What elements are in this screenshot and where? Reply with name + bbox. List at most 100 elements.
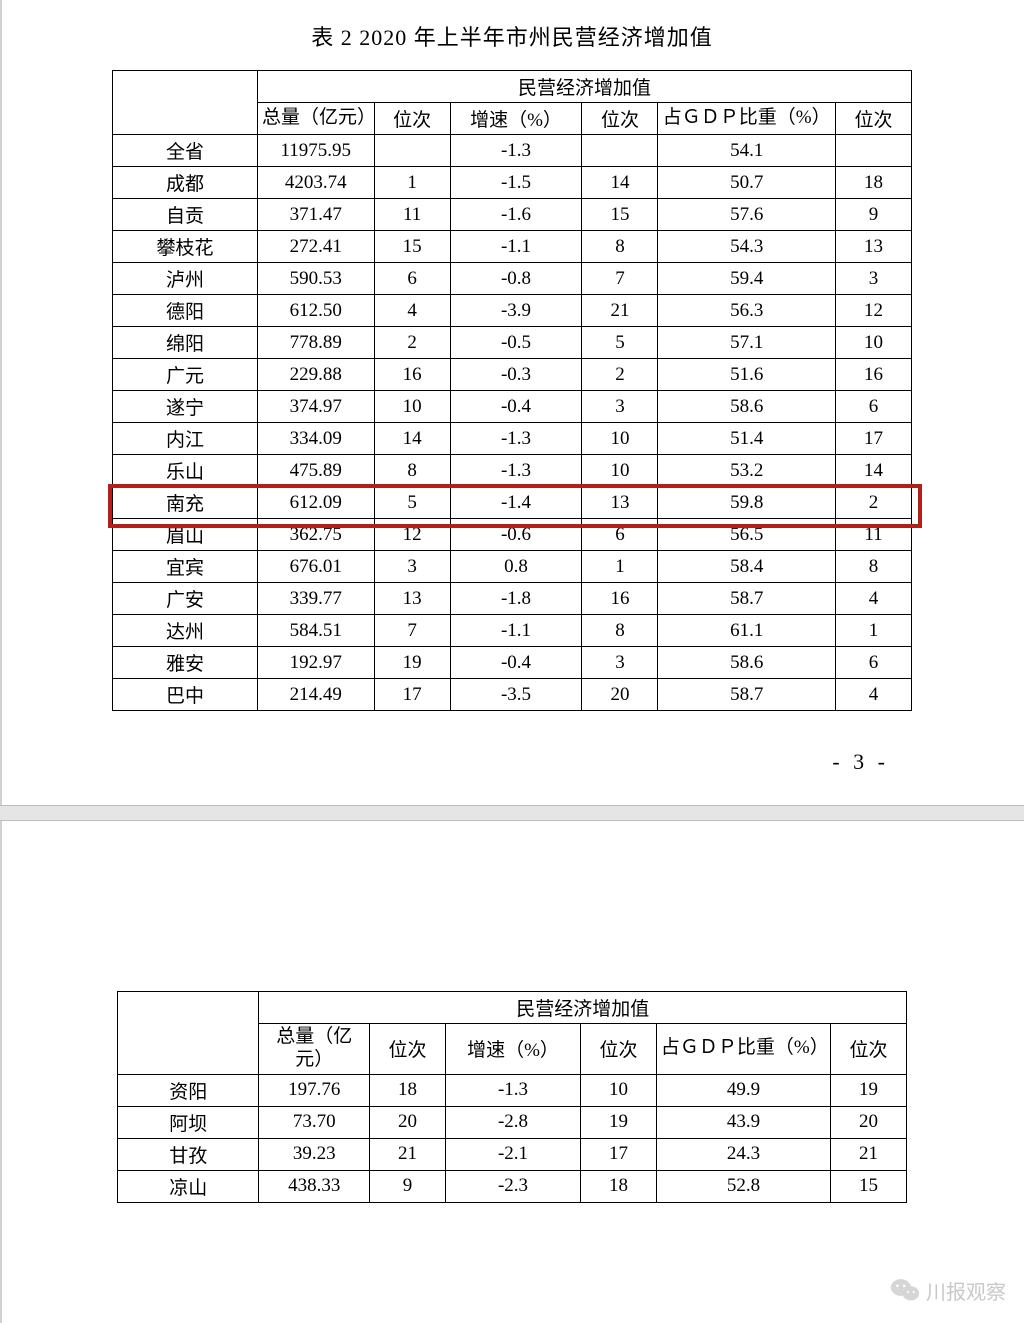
cell-name: 内江 — [113, 423, 258, 455]
cell-rank1: 3 — [374, 551, 450, 583]
cell-rank3: 19 — [831, 1074, 907, 1106]
table-row: 巴中214.4917-3.52058.74 — [113, 679, 912, 711]
cell-name: 雅安 — [113, 647, 258, 679]
cell-rank3: 16 — [835, 359, 911, 391]
cell-rank3: 11 — [835, 519, 911, 551]
table-row: 乐山475.898-1.31053.214 — [113, 455, 912, 487]
cell-total: 214.49 — [257, 679, 374, 711]
page-number: - 3 - — [55, 749, 969, 775]
cell-rank3: 1 — [835, 615, 911, 647]
data-table-2: 民营经济增加值 总量（亿元）位次增速（%）位次占ＧＤＰ比重（%）位次 资阳197… — [117, 991, 907, 1203]
cell-name: 自贡 — [113, 199, 258, 231]
page-edge — [0, 0, 2, 805]
cell-growth: -0.4 — [450, 647, 582, 679]
cell-name: 达州 — [113, 615, 258, 647]
cell-rank1: 15 — [374, 231, 450, 263]
cell-growth: -1.5 — [450, 167, 582, 199]
cell-rank1: 14 — [374, 423, 450, 455]
table-row: 攀枝花272.4115-1.1854.313 — [113, 231, 912, 263]
page-2: 民营经济增加值 总量（亿元）位次增速（%）位次占ＧＤＰ比重（%）位次 资阳197… — [0, 821, 1024, 1323]
cell-rank2: 15 — [582, 199, 658, 231]
cell-growth: -0.6 — [450, 519, 582, 551]
table-row: 阿坝73.7020-2.81943.920 — [118, 1106, 907, 1138]
table-row: 宜宾676.0130.8158.48 — [113, 551, 912, 583]
cell-rank2: 5 — [582, 327, 658, 359]
column-header: 总量（亿元） — [257, 103, 374, 135]
cell-rank2: 18 — [581, 1170, 657, 1202]
cell-total: 374.97 — [257, 391, 374, 423]
cell-growth: -0.5 — [450, 327, 582, 359]
cell-total: 584.51 — [257, 615, 374, 647]
cell-rank3: 13 — [835, 231, 911, 263]
wechat-icon — [890, 1277, 920, 1303]
cell-name: 绵阳 — [113, 327, 258, 359]
column-header: 占ＧＤＰ比重（%） — [658, 103, 835, 135]
cell-growth: -1.3 — [450, 135, 582, 167]
cell-rank2: 3 — [582, 647, 658, 679]
column-header: 位次 — [374, 103, 450, 135]
cell-gdp: 61.1 — [658, 615, 835, 647]
cell-total: 339.77 — [257, 583, 374, 615]
col-blank — [118, 992, 259, 1075]
cell-gdp: 50.7 — [658, 167, 835, 199]
cell-total: 612.50 — [257, 295, 374, 327]
cell-rank3: 8 — [835, 551, 911, 583]
cell-rank3: 3 — [835, 263, 911, 295]
table-row: 资阳197.7618-1.31049.919 — [118, 1074, 907, 1106]
cell-rank3: 15 — [831, 1170, 907, 1202]
cell-rank1: 17 — [374, 679, 450, 711]
cell-gdp: 56.3 — [658, 295, 835, 327]
cell-gdp: 53.2 — [658, 455, 835, 487]
cell-gdp: 59.4 — [658, 263, 835, 295]
column-header: 位次 — [835, 103, 911, 135]
page-1: 表 2 2020 年上半年市州民营经济增加值 民营经济增加值 总量（亿元）位次增… — [0, 0, 1024, 805]
cell-growth: -0.4 — [450, 391, 582, 423]
cell-rank3: 6 — [835, 391, 911, 423]
cell-gdp: 58.7 — [658, 583, 835, 615]
cell-growth: -3.5 — [450, 679, 582, 711]
cell-gdp: 58.7 — [658, 679, 835, 711]
cell-total: 197.76 — [259, 1074, 370, 1106]
watermark-text: 川报观察 — [926, 1276, 1006, 1305]
cell-growth: -3.9 — [450, 295, 582, 327]
cell-rank2: 13 — [582, 487, 658, 519]
table-row: 自贡371.4711-1.61557.69 — [113, 199, 912, 231]
cell-name: 广安 — [113, 583, 258, 615]
cell-rank1 — [374, 135, 450, 167]
cell-growth: -2.8 — [445, 1106, 580, 1138]
cell-total: 272.41 — [257, 231, 374, 263]
table-row: 内江334.0914-1.31051.417 — [113, 423, 912, 455]
cell-rank1: 10 — [374, 391, 450, 423]
col-blank — [113, 71, 258, 135]
cell-total: 475.89 — [257, 455, 374, 487]
page-separator — [0, 805, 1024, 821]
cell-total: 4203.74 — [257, 167, 374, 199]
column-header: 位次 — [831, 1024, 907, 1075]
table-row: 广元229.8816-0.3251.616 — [113, 359, 912, 391]
table-row: 绵阳778.892-0.5557.110 — [113, 327, 912, 359]
cell-gdp: 49.9 — [656, 1074, 830, 1106]
table-row: 南充612.095-1.41359.82 — [113, 487, 912, 519]
cell-growth: -1.1 — [450, 231, 582, 263]
cell-total: 778.89 — [257, 327, 374, 359]
page-edge — [0, 821, 2, 1323]
cell-rank2: 14 — [582, 167, 658, 199]
cell-rank3: 9 — [835, 199, 911, 231]
cell-rank1: 16 — [374, 359, 450, 391]
cell-total: 229.88 — [257, 359, 374, 391]
cell-name: 资阳 — [118, 1074, 259, 1106]
cell-total: 11975.95 — [257, 135, 374, 167]
cell-rank2: 2 — [582, 359, 658, 391]
cell-rank1: 20 — [370, 1106, 446, 1138]
table-row: 全省11975.95-1.354.1 — [113, 135, 912, 167]
cell-gdp: 57.6 — [658, 199, 835, 231]
cell-name: 南充 — [113, 487, 258, 519]
cell-rank1: 7 — [374, 615, 450, 647]
column-header: 占ＧＤＰ比重（%） — [656, 1024, 830, 1075]
cell-gdp: 43.9 — [656, 1106, 830, 1138]
cell-name: 宜宾 — [113, 551, 258, 583]
cell-rank1: 5 — [374, 487, 450, 519]
cell-name: 乐山 — [113, 455, 258, 487]
cell-rank2: 8 — [582, 615, 658, 647]
cell-total: 371.47 — [257, 199, 374, 231]
